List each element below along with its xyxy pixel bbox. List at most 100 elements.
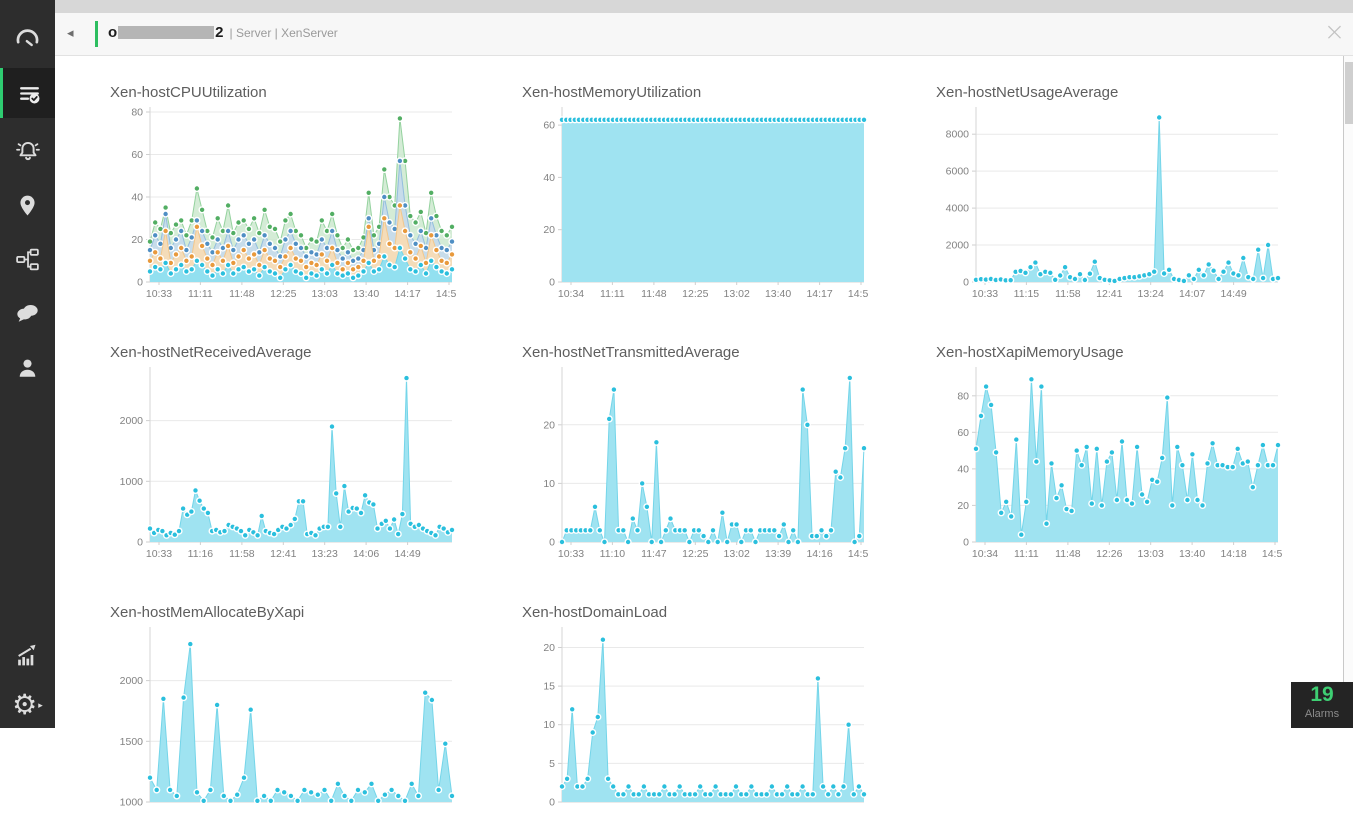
chart-plot-net-transmitted[interactable]: 0 10 20 10:33 11:10 11:47 12:25 13:02 13:39 14:16… <box>520 362 872 577</box>
svg-text:10:33: 10:33 <box>146 288 172 300</box>
svg-text:13:39: 13:39 <box>765 548 791 560</box>
svg-text:40: 40 <box>957 463 969 475</box>
svg-text:13:03: 13:03 <box>312 288 338 300</box>
svg-text:2000: 2000 <box>946 240 970 252</box>
chart-plot-cpu-utilization[interactable]: 0 20 40 60 80 10:33 11:11 11:48 12:25 13:03 13:40 1… <box>108 102 460 317</box>
svg-text:13:03: 13:03 <box>1138 548 1164 560</box>
svg-text:10:33: 10:33 <box>558 548 584 560</box>
device-name-prefix: o <box>108 24 118 41</box>
person-icon <box>14 355 41 382</box>
chart-card-cpu-utilization: Xen-hostCPUUtilization 0 20 40 60 80 10:33 11:… <box>108 84 460 317</box>
svg-text:6000: 6000 <box>946 166 970 178</box>
chart-plot-net-usage[interactable]: 0 2000 4000 6000 8000 10:33 11:15 11:58 12:41 13:… <box>934 102 1286 317</box>
list-check-icon <box>16 80 43 107</box>
svg-text:2000: 2000 <box>120 675 144 687</box>
sidebar-item-maps[interactable] <box>0 180 55 230</box>
svg-text:2000: 2000 <box>120 415 144 427</box>
svg-text:20: 20 <box>543 419 555 431</box>
svg-text:5: 5 <box>549 758 555 770</box>
svg-text:20: 20 <box>543 224 555 236</box>
svg-text:11:58: 11:58 <box>1055 288 1081 300</box>
svg-text:8000: 8000 <box>946 129 970 141</box>
bell-alert-icon <box>14 137 42 165</box>
svg-text:11:16: 11:16 <box>188 548 214 560</box>
svg-text:11:10: 11:10 <box>600 548 626 560</box>
chart-title: Xen-hostMemoryUtilization <box>522 84 702 101</box>
svg-text:80: 80 <box>131 107 143 119</box>
chart-plot-net-received[interactable]: 0 1000 2000 10:33 11:16 11:58 12:41 13:23 14:06 1… <box>108 362 460 577</box>
chart-card-net-transmitted: Xen-hostNetTransmittedAverage 0 10 20 10:33… <box>520 344 872 577</box>
chart-card-net-usage: Xen-hostNetUsageAverage 0 2000 4000 6000 800… <box>934 84 1286 317</box>
scrollbar-track[interactable] <box>1343 56 1353 728</box>
device-name-redacted <box>118 26 215 39</box>
back-button[interactable]: ◂ <box>67 25 74 40</box>
svg-text:14:54: 14:54 <box>848 288 868 300</box>
svg-text:11:48: 11:48 <box>229 288 255 300</box>
svg-text:10: 10 <box>543 478 555 490</box>
svg-text:12:41: 12:41 <box>270 548 296 560</box>
alarms-label: Alarms <box>1304 708 1340 720</box>
chart-plot-xapi-memory[interactable]: 0 20 40 60 80 10:34 11:11 11:48 12:26 13:03 13:40 1… <box>934 362 1286 577</box>
svg-text:0: 0 <box>963 537 969 549</box>
svg-text:11:15: 11:15 <box>1014 288 1040 300</box>
chart-title: Xen-hostCPUUtilization <box>110 84 267 101</box>
svg-text:14:49: 14:49 <box>1220 288 1246 300</box>
svg-text:14:16: 14:16 <box>806 548 832 560</box>
svg-text:10:34: 10:34 <box>972 548 998 560</box>
svg-text:14:06: 14:06 <box>353 548 379 560</box>
svg-text:13:23: 13:23 <box>312 548 338 560</box>
svg-text:14:07: 14:07 <box>1179 288 1205 300</box>
sidebar-item-alarms[interactable] <box>0 126 55 176</box>
chart-plot-mem-allocate[interactable]: 1000 1500 2000 <box>108 622 460 837</box>
scrollbar-thumb[interactable] <box>1345 62 1353 124</box>
alarms-badge[interactable]: 19 Alarms <box>1291 682 1353 728</box>
sidebar-item-chat[interactable] <box>0 288 55 338</box>
svg-text:0: 0 <box>963 277 969 289</box>
chart-plot-domain-load[interactable]: 0 5 10 15 20 <box>520 622 872 837</box>
sidebar-item-inventory[interactable] <box>0 68 55 118</box>
chart-growth-icon <box>14 642 41 669</box>
chart-title: Xen-hostNetReceivedAverage <box>110 344 312 361</box>
sidebar-item-reports[interactable] <box>0 630 55 680</box>
svg-text:11:48: 11:48 <box>641 288 667 300</box>
svg-text:1000: 1000 <box>120 797 144 809</box>
sidebar-item-dashboard[interactable] <box>0 13 55 63</box>
svg-text:12:25: 12:25 <box>270 288 296 300</box>
chart-card-xapi-memory: Xen-hostXapiMemoryUsage 0 20 40 60 80 10:34 11… <box>934 344 1286 577</box>
chart-plot-memory-utilization[interactable]: 0 20 40 60 10:34 11:11 11:48 12:25 13:02 13:40 14:… <box>520 102 872 317</box>
chart-card-mem-allocate: Xen-hostMemAllocateByXapi 1000 1500 2000 <box>108 604 460 837</box>
sidebar-item-users[interactable] <box>0 343 55 393</box>
title-accent-bar <box>95 21 98 47</box>
svg-text:60: 60 <box>957 427 969 439</box>
chart-title: Xen-hostDomainLoad <box>522 604 668 621</box>
svg-text:40: 40 <box>131 192 143 204</box>
svg-text:12:26: 12:26 <box>1096 548 1122 560</box>
svg-text:20: 20 <box>957 500 969 512</box>
svg-text:1500: 1500 <box>120 736 144 748</box>
svg-text:15: 15 <box>543 681 555 693</box>
svg-text:10:33: 10:33 <box>972 288 998 300</box>
svg-text:13:40: 13:40 <box>353 288 379 300</box>
svg-text:60: 60 <box>131 149 143 161</box>
svg-text:20: 20 <box>131 234 143 246</box>
workflow-icon <box>14 246 41 273</box>
svg-text:80: 80 <box>957 390 969 402</box>
gauge-icon <box>14 25 41 52</box>
svg-text:10:33: 10:33 <box>146 548 172 560</box>
chart-title: Xen-hostNetTransmittedAverage <box>522 344 740 361</box>
svg-text:14:17: 14:17 <box>394 288 420 300</box>
svg-text:13:02: 13:02 <box>724 288 750 300</box>
svg-text:0: 0 <box>549 277 555 289</box>
device-title: o 2 | Server | XenServer <box>108 24 338 41</box>
chart-title: Xen-hostNetUsageAverage <box>936 84 1119 101</box>
svg-text:12:25: 12:25 <box>682 288 708 300</box>
svg-text:60: 60 <box>543 120 555 132</box>
svg-text:11:11: 11:11 <box>600 288 625 300</box>
svg-text:13:40: 13:40 <box>765 288 791 300</box>
sidebar-item-topology[interactable] <box>0 234 55 284</box>
svg-text:11:47: 11:47 <box>641 548 667 560</box>
device-breadcrumb: | Server | XenServer <box>229 25 338 40</box>
sidebar-item-settings[interactable]: ⚙ ▸ <box>0 680 55 730</box>
window-top-strip <box>55 0 1353 13</box>
close-icon[interactable]: × <box>1324 17 1345 46</box>
